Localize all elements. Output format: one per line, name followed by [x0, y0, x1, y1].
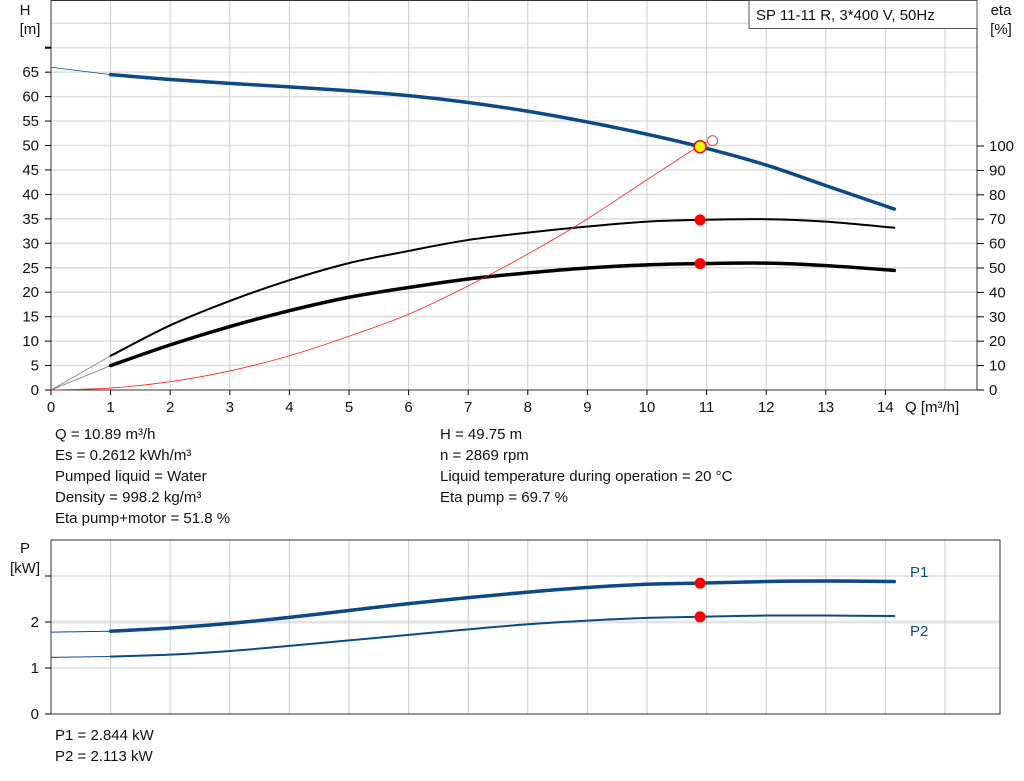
- y-tick-label: 5: [31, 358, 39, 375]
- x-tick-label: 9: [583, 399, 591, 416]
- eta-tick-label: 80: [989, 187, 1006, 204]
- x-tick-label: 1: [106, 399, 114, 416]
- series-extrapolation: [50, 365, 111, 391]
- x-tick-label: 10: [639, 399, 656, 416]
- series-extrapolation: [50, 355, 111, 391]
- x-tick-label: 13: [817, 399, 834, 416]
- x-tick-label: 5: [345, 399, 353, 416]
- info-line: Liquid temperature during operation = 20…: [440, 468, 733, 485]
- info-power: P1 = 2.844 kW P2 = 2.113 kW: [55, 725, 154, 767]
- y-tick-label: 15: [22, 309, 39, 326]
- x-tick-label: 8: [524, 399, 532, 416]
- info-line: H = 49.75 m: [440, 426, 523, 443]
- series-curve: [108, 261, 897, 368]
- info-left: Q = 10.89 m³/h Es = 0.2612 kWh/m³ Pumped…: [55, 424, 230, 529]
- info-line: Eta pump = 69.7 %: [440, 489, 568, 506]
- y-axis-label: H: [20, 2, 31, 19]
- info-right: H = 49.75 m n = 2869 rpm Liquid temperat…: [440, 424, 732, 508]
- info-line: Es = 0.2612 kWh/m³: [55, 447, 192, 464]
- y-tick-label: 0: [31, 382, 39, 399]
- series-extrapolation: [50, 66, 111, 75]
- x-tick-label: 4: [285, 399, 293, 416]
- eta-tick-label: 90: [989, 162, 1006, 179]
- x-tick-label: 11: [699, 399, 715, 416]
- y-tick-label: 20: [22, 284, 39, 301]
- eta-tick-label: 70: [989, 211, 1006, 228]
- eta-tick-label: 40: [989, 284, 1006, 301]
- y-tick-label: 35: [22, 211, 39, 228]
- x-tick-label: 2: [166, 399, 174, 416]
- series-curve: [108, 72, 897, 211]
- info-line: P2 = 2.113 kW: [55, 748, 153, 765]
- y-tick-label: 55: [22, 113, 39, 130]
- y-tick-label: 45: [22, 162, 39, 179]
- y-tick-label: 1: [31, 660, 39, 677]
- title-box: [748, 0, 978, 29]
- p1-duty-marker: [694, 577, 706, 589]
- eta-tick-label: 20: [989, 333, 1006, 350]
- eta-axis-label: eta: [991, 2, 1013, 19]
- y-axis-unit: [m]: [20, 21, 41, 38]
- x-tick-label: 0: [47, 399, 55, 416]
- series-label-p1: P1: [910, 564, 928, 581]
- y-tick-label: 2: [31, 614, 39, 631]
- eta-total-duty-marker: [694, 258, 706, 270]
- series-curve-p2: [109, 614, 896, 658]
- series-curve: [50, 140, 713, 391]
- x-tick-label: 14: [877, 399, 894, 416]
- y-tick-label: 50: [22, 138, 39, 155]
- chart-title: SP 11-11 R, 3*400 V, 50Hz: [756, 7, 935, 24]
- x-tick-label: 12: [758, 399, 775, 416]
- plot-frame: [50, 539, 1001, 715]
- plot-frame: [50, 0, 978, 391]
- eta-tick-label: 30: [989, 309, 1006, 326]
- duty-point-marker: [693, 139, 707, 154]
- x-tick-label: 3: [226, 399, 234, 416]
- series-curve: [109, 218, 896, 357]
- y-axis-unit: [kW]: [10, 560, 40, 577]
- eta-tick-label: 10: [989, 358, 1006, 375]
- series-label-p2: P2: [910, 623, 928, 640]
- info-line: P1 = 2.844 kW: [55, 727, 154, 744]
- y-tick-label: 60: [22, 89, 39, 106]
- y-tick-label: 10: [22, 333, 39, 350]
- info-line: Density = 998.2 kg/m³: [55, 489, 202, 506]
- x-tick-label: 6: [404, 399, 412, 416]
- info-line: Q = 10.89 m³/h: [55, 426, 156, 443]
- x-axis-label: Q [m³/h]: [905, 399, 959, 416]
- series-extrapolation: [50, 656, 111, 658]
- info-line: Pumped liquid = Water: [55, 468, 207, 485]
- eta-tick-label: 60: [989, 236, 1006, 253]
- y-tick-label: 30: [22, 235, 39, 252]
- info-line: n = 2869 rpm: [440, 447, 529, 464]
- p2-duty-marker: [694, 611, 706, 623]
- y-tick-label: 0: [31, 706, 39, 723]
- info-line: Eta pump+motor = 51.8 %: [55, 510, 231, 527]
- eta-tick-label: 50: [989, 260, 1006, 277]
- series-extrapolation: [50, 630, 111, 633]
- y-axis-label: P: [20, 540, 30, 557]
- eta-pump-duty-marker: [694, 214, 706, 226]
- y-tick-label: 65: [22, 64, 39, 81]
- series-curve-p1: [108, 579, 897, 633]
- x-tick-label: 7: [464, 399, 472, 416]
- eta-tick-label: 100: [989, 138, 1014, 155]
- y-tick-label: 40: [22, 186, 39, 203]
- system-curve-end-marker: [707, 135, 719, 147]
- eta-axis-unit: [%]: [990, 21, 1012, 38]
- y-tick-label: 25: [22, 260, 39, 277]
- eta-tick-label: 0: [989, 382, 997, 399]
